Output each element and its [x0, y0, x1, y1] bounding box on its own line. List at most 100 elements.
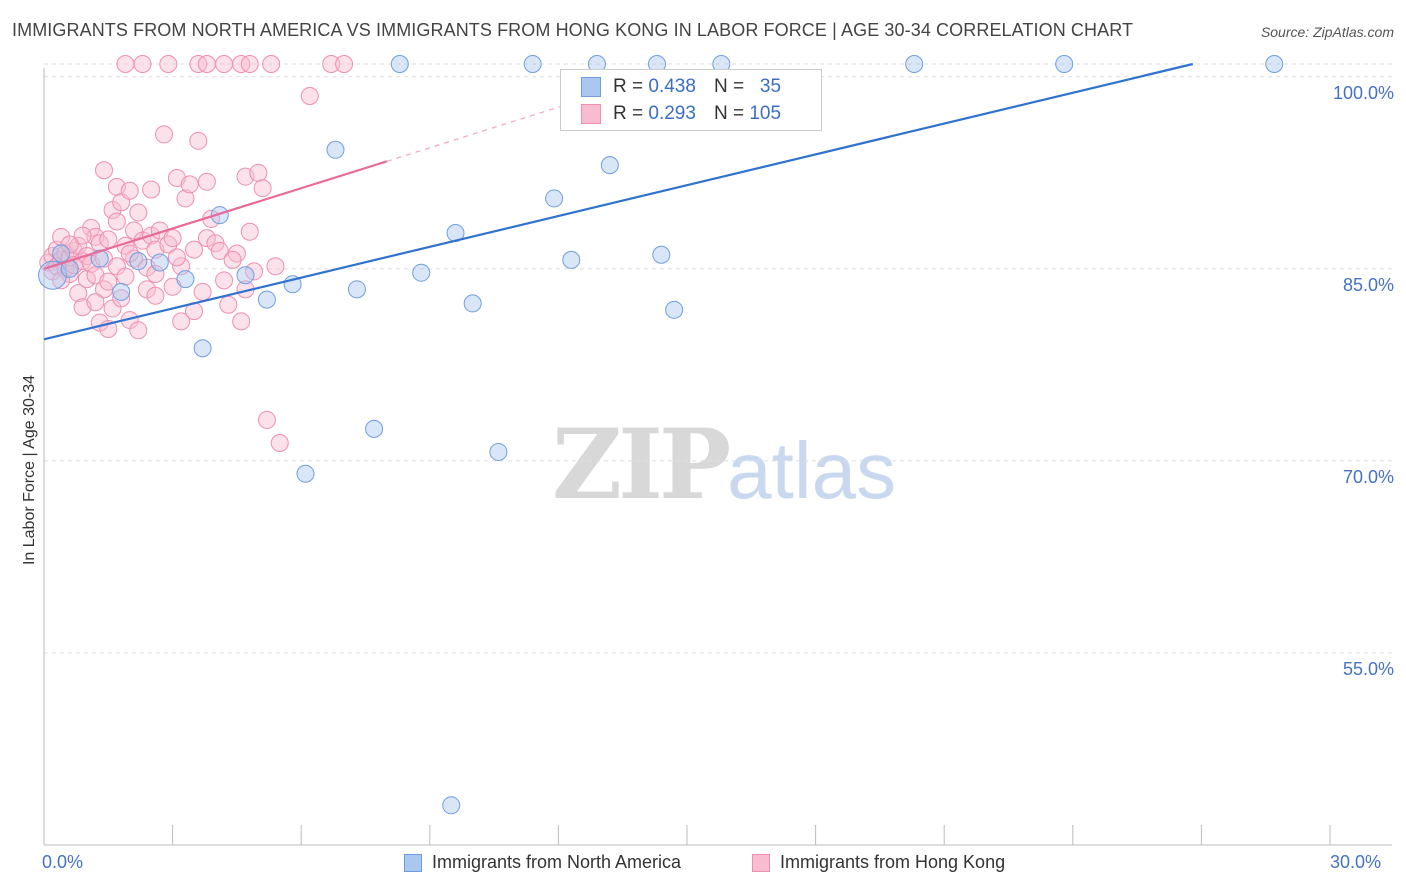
- x-tick-min: 0.0%: [42, 852, 84, 872]
- point-na-31: [1055, 55, 1074, 73]
- point-hk-76: [245, 262, 264, 281]
- y-tick-label-3: 55.0%: [1342, 658, 1394, 679]
- point-hk-97: [146, 264, 165, 283]
- point-hk-80: [266, 257, 285, 276]
- point-hk-98: [167, 248, 186, 267]
- point-hk-91: [300, 87, 319, 106]
- hk-r-label: R =: [613, 103, 644, 124]
- point-hk-86: [197, 55, 216, 73]
- chart-title: IMMIGRANTS FROM NORTH AMERICA VS IMMIGRA…: [12, 20, 1134, 40]
- point-na-12: [326, 140, 345, 159]
- point-hk-57: [172, 312, 191, 331]
- hk-n-label: N =: [713, 103, 745, 124]
- point-na-28: [665, 300, 684, 319]
- point-hk-62: [189, 131, 208, 150]
- x-tick-max: 30.0%: [1330, 852, 1382, 872]
- point-hk-103: [107, 212, 126, 231]
- point-na-14: [365, 419, 384, 438]
- point-hk-42: [129, 321, 148, 340]
- watermark: ZIPatlas: [552, 408, 896, 521]
- point-na-17: [442, 796, 461, 815]
- legend-item-north-america[interactable]: Immigrants from North America: [404, 852, 681, 873]
- point-na-4: [150, 253, 169, 272]
- point-na-7: [210, 206, 229, 225]
- legend-item-hong-kong[interactable]: Immigrants from Hong Kong: [752, 852, 1005, 873]
- hong-kong-swatch: [581, 104, 601, 124]
- point-hk-58: [176, 189, 195, 208]
- point-hk-27: [95, 161, 114, 180]
- point-na-8: [236, 266, 255, 285]
- y-tick-label-2: 70.0%: [1342, 466, 1394, 487]
- point-na-13: [347, 280, 366, 299]
- legend-swatch-hong-kong: [752, 853, 770, 872]
- point-hk-89: [240, 55, 259, 73]
- point-hk-36: [116, 267, 135, 286]
- point-na-20: [489, 442, 508, 461]
- y-tick-label-0: 100.0%: [1332, 82, 1394, 103]
- y-tick-label-1: 85.0%: [1342, 274, 1394, 295]
- point-hk-75: [240, 222, 259, 241]
- point-hk-59: [180, 175, 199, 194]
- point-na-19: [463, 294, 482, 313]
- point-hk-78: [253, 179, 272, 198]
- point-na-11: [296, 464, 315, 483]
- point-hk-69: [215, 271, 234, 290]
- point-hk-51: [155, 125, 174, 144]
- point-hk-95: [73, 226, 92, 245]
- point-hk-87: [215, 55, 234, 73]
- point-hk-39: [120, 181, 139, 200]
- point-hk-65: [197, 172, 216, 191]
- point-hk-43: [129, 203, 148, 222]
- point-na-27: [652, 245, 671, 264]
- point-hk-29: [99, 230, 118, 249]
- point-hk-53: [163, 229, 182, 248]
- legend-label-north-america: Immigrants from North America: [432, 852, 682, 872]
- point-hk-100: [86, 293, 105, 312]
- watermark-atlas: atlas: [727, 426, 897, 515]
- bottom-legend: Immigrants from North America Immigrants…: [0, 852, 1406, 878]
- point-hk-49: [146, 286, 165, 305]
- point-hk-84: [159, 55, 178, 73]
- point-na-23: [562, 250, 581, 269]
- point-hk-92: [322, 55, 341, 73]
- trendline-hong-kong: [43, 160, 388, 270]
- point-hk-79: [257, 410, 276, 429]
- hk-r-value: 0.293: [648, 103, 696, 124]
- point-na-25: [600, 156, 619, 175]
- point-na-5: [176, 270, 195, 289]
- point-hk-14: [69, 284, 88, 303]
- hk-n-value: 105: [749, 103, 782, 124]
- y-axis-label: In Labor Force | Age 30-34: [21, 374, 38, 566]
- legend-swatch-north-america: [404, 853, 422, 872]
- point-na-32: [1265, 55, 1284, 73]
- point-hk-60: [185, 240, 204, 259]
- point-na-15: [390, 55, 409, 73]
- point-na-30: [905, 55, 924, 73]
- north-america-swatch: [581, 77, 601, 97]
- point-na-2: [90, 249, 109, 268]
- point-hk-99: [223, 250, 242, 269]
- stats-legend: R = 0.438 N = 35 R = 0.293 N = 105: [560, 69, 822, 131]
- na-r-value: 0.438: [648, 76, 696, 97]
- point-hk-90: [262, 55, 281, 73]
- point-hk-70: [219, 295, 238, 314]
- point-hk-68: [210, 241, 229, 260]
- legend-label-hong-kong: Immigrants from Hong Kong: [780, 852, 1006, 872]
- point-na-16: [412, 263, 431, 282]
- trendline-north-america: [43, 62, 1194, 341]
- na-n-value: 35: [759, 76, 782, 97]
- point-hk-64: [197, 229, 216, 248]
- point-hk-63: [193, 282, 212, 301]
- point-na-33: [52, 244, 71, 263]
- stats-row-north-america: R = 0.438 N = 35: [581, 75, 781, 99]
- source-label: Source: ZipAtlas.com: [1260, 24, 1394, 40]
- point-hk-81: [270, 433, 289, 452]
- point-hk-83: [133, 55, 152, 73]
- point-na-22: [545, 189, 564, 208]
- point-na-3: [129, 252, 148, 271]
- point-hk-77: [249, 163, 268, 182]
- na-r-label: R =: [613, 76, 644, 97]
- watermark-zip: ZIP: [552, 408, 731, 521]
- point-hk-82: [116, 55, 135, 73]
